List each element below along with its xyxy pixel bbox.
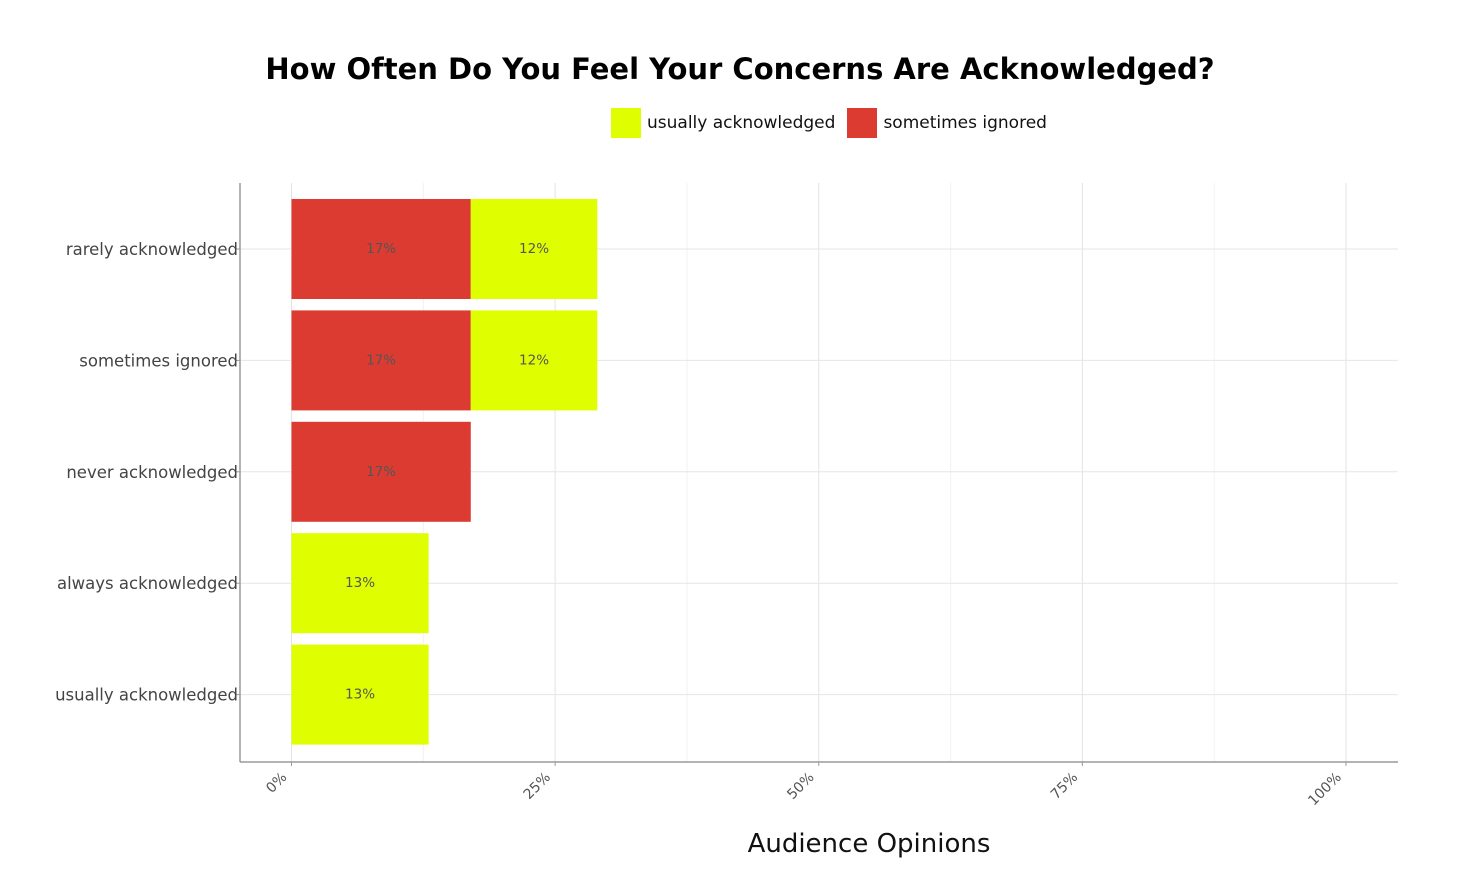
legend-item-usually-acknowledged[interactable]: usually acknowledged [611, 108, 835, 138]
bars [291, 199, 598, 745]
bar-value-label: 13% [345, 575, 375, 591]
bar-value-label: 17% [366, 241, 396, 257]
legend-swatch-usually-acknowledged [611, 108, 641, 138]
bar-sometimes-ignored-never-acknowledged [291, 421, 471, 522]
bar-value-label: 12% [519, 241, 549, 257]
legend-item-sometimes-ignored[interactable]: sometimes ignored [847, 108, 1047, 138]
y-tick-label-usually-acknowledged: usually acknowledged [55, 686, 238, 705]
bar-value-label: 13% [345, 687, 375, 703]
chart-title: How Often Do You Feel Your Concerns Are … [265, 52, 1215, 86]
legend: usually acknowledged sometimes ignored [611, 108, 1059, 138]
x-tick-label: 50% [784, 770, 817, 803]
bar-value-label: 17% [366, 464, 396, 480]
y-tick-label-always-acknowledged: always acknowledged [57, 574, 238, 593]
bar-usually-acknowledged-usually-acknowledged [291, 644, 429, 745]
bar-usually-acknowledged-rarely-acknowledged [470, 199, 598, 299]
x-tick-label: 25% [521, 770, 554, 803]
legend-label-sometimes-ignored: sometimes ignored [883, 113, 1047, 133]
x-tick-label: 0% [263, 770, 290, 797]
labels: 17% 12% 17% 12% 17% 13% 13% rarely acknowledged… [55, 240, 1345, 859]
legend-swatch-sometimes-ignored [847, 108, 878, 138]
legend-label-usually-acknowledged: usually acknowledged [647, 113, 836, 133]
bar-value-label: 12% [519, 352, 549, 368]
axes [236, 183, 1398, 766]
y-tick-label-never-acknowledged: never acknowledged [66, 463, 238, 482]
x-axis-title: Audience Opinions [748, 829, 991, 859]
y-tick-label-rarely-acknowledged: rarely acknowledged [66, 240, 238, 259]
bar-value-label: 17% [366, 352, 396, 368]
y-tick-label-sometimes-ignored: sometimes ignored [79, 351, 238, 370]
x-tick-label: 75% [1048, 770, 1081, 803]
bar-sometimes-ignored-sometimes-ignored [291, 310, 471, 411]
x-tick-label: 100% [1305, 770, 1345, 810]
bar-usually-acknowledged-sometimes-ignored [470, 310, 598, 411]
bar-sometimes-ignored-rarely-acknowledged [291, 199, 471, 299]
bar-usually-acknowledged-always-acknowledged [291, 533, 429, 634]
